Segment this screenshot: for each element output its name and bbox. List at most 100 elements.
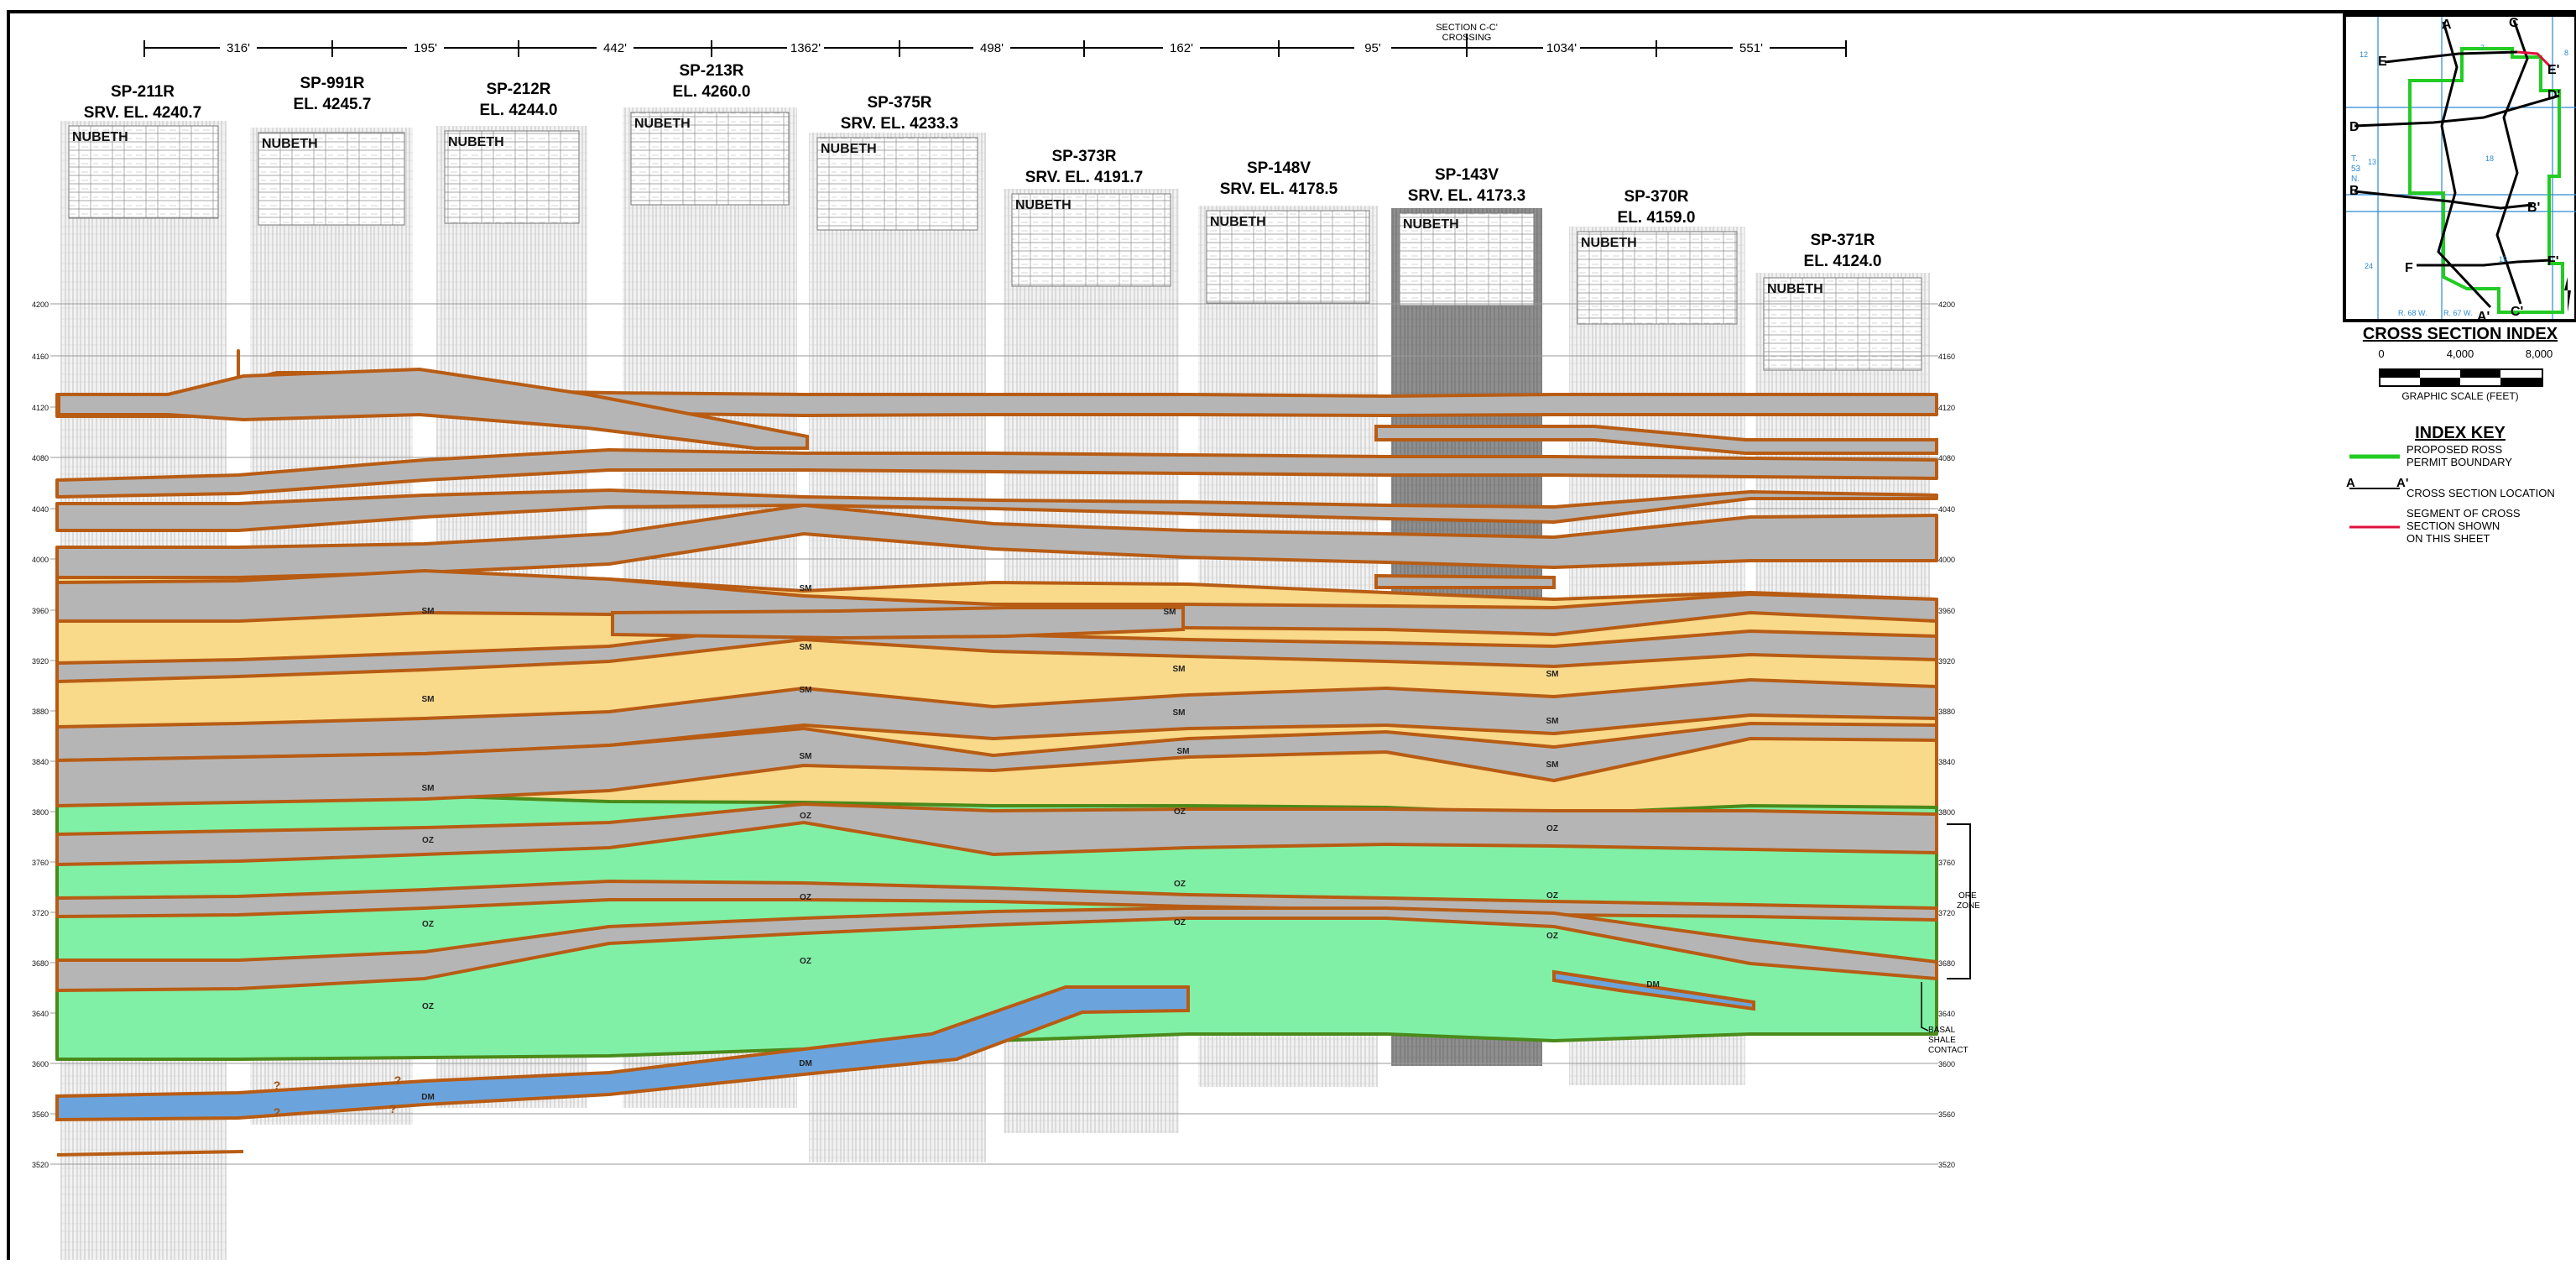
unit-label-dm: DM: [1646, 980, 1660, 990]
distance-label-bg: [787, 41, 824, 55]
elevation-label-right: 3680: [1938, 959, 1955, 968]
elevation-label-left: 3840: [32, 758, 49, 766]
elevation-label-left: 3880: [32, 708, 49, 716]
unit-label-oz: OZ: [1174, 880, 1186, 889]
distance-label: 95': [1364, 41, 1381, 55]
unknown-mark: ?: [394, 1073, 402, 1087]
well-elevation: SRV. EL. 4173.3: [1408, 187, 1526, 205]
log-header-sheet: [1763, 277, 1922, 371]
shale-band: [55, 448, 1938, 499]
elevation-label-left: 4000: [32, 556, 49, 564]
basal-shale-contact-label: SHALE: [1928, 1036, 1956, 1045]
section-number: 18: [2485, 154, 2494, 163]
unit-label-sm: SM: [1173, 708, 1186, 718]
elevation-label-right: 4080: [1938, 454, 1955, 462]
well-elevation: EL. 4260.0: [673, 83, 751, 101]
elevation-label-right: 3880: [1938, 708, 1955, 716]
elevation-label-left: 3920: [32, 657, 49, 666]
well-name: SP-212R: [486, 81, 550, 98]
township-label: N.: [2351, 175, 2360, 184]
section-number: 12: [2360, 50, 2368, 59]
section-number: 8: [2564, 49, 2568, 57]
log-header-sheet: [1206, 210, 1370, 304]
scale-tick-label: 0: [2378, 347, 2384, 360]
basal-shale-contact-label: BASAL: [1928, 1026, 1956, 1035]
log-header-text: NUBETH: [1581, 236, 1637, 250]
distance-label: 1034': [1546, 41, 1577, 55]
distance-label-bg: [1733, 41, 1770, 55]
unit-label-oz: OZ: [800, 957, 811, 966]
well-name: SP-375R: [867, 94, 931, 112]
log-header-text: NUBETH: [821, 142, 877, 156]
elevation-label-left: 3600: [32, 1060, 49, 1068]
well-elevation: SRV. EL. 4240.7: [84, 104, 202, 122]
shale-band: [55, 802, 1938, 866]
elevation-label-left: 3960: [32, 607, 49, 615]
section-letter: B: [2349, 184, 2360, 198]
well-elevation: EL. 4245.7: [294, 96, 372, 113]
elevation-label-left: 4040: [32, 505, 49, 514]
well-name: SP-371R: [1810, 232, 1875, 249]
log-header-text: NUBETH: [72, 130, 128, 144]
key-item-text: SECTION SHOWN: [2407, 520, 2500, 532]
scale-caption: GRAPHIC SCALE (FEET): [2401, 390, 2518, 402]
distance-label-bg: [973, 41, 1010, 55]
key-item-text: SEGMENT OF CROSS: [2407, 507, 2521, 520]
ore-zone-label: ORE: [1958, 891, 1977, 901]
graphic-scale-segment: [2500, 378, 2542, 386]
key-item-text: PERMIT BOUNDARY: [2407, 456, 2512, 468]
ore-zone-bracket: [1947, 823, 1971, 979]
well-elevation: EL. 4124.0: [1804, 253, 1882, 270]
key-item-text: ON THIS SHEET: [2407, 532, 2490, 545]
log-header-text: NUBETH: [262, 137, 318, 151]
elevation-label-right: 3760: [1938, 859, 1955, 867]
distance-label: 316': [227, 41, 250, 55]
unit-label-sm: SM: [800, 686, 812, 695]
well-name: SP-373R: [1051, 148, 1116, 165]
unit-label-oz: OZ: [1546, 891, 1558, 901]
section-number: 24: [2365, 262, 2373, 270]
elevation-label-right: 3520: [1938, 1161, 1955, 1169]
north-arrow-icon: [2564, 277, 2571, 312]
unit-label-sm: SM: [1164, 608, 1176, 617]
basal-contact-leader: [1921, 982, 1929, 1032]
sheet-border: [7, 10, 2576, 1260]
elevation-label-right: 4120: [1938, 404, 1955, 412]
elevation-label-left: 3520: [32, 1161, 49, 1169]
crossing-label: SECTION C-C': [1436, 23, 1498, 33]
oz-ore-fill-zone: [55, 794, 1938, 1061]
elevation-label-left: 4120: [32, 404, 49, 412]
elevation-label-right: 3640: [1938, 1010, 1955, 1018]
cross-section-index-map: A C E E' D D' B B' F F' A' C' T.53N. R. 68 W. R. 67 W.…: [2343, 13, 2576, 545]
key-letter-a-prime: A': [2396, 476, 2408, 490]
unit-label-sm: SM: [800, 752, 812, 761]
section-line-a: [2437, 21, 2492, 309]
distance-label-bg: [597, 41, 634, 55]
well-elevation: SRV. EL. 4191.7: [1025, 169, 1144, 186]
ross-permit-boundary: [2408, 47, 2564, 314]
range-label: R. 67 W.: [2443, 309, 2473, 317]
unit-label-sm: SM: [800, 584, 812, 593]
shale-band: [55, 569, 1938, 636]
shale-lens: [1374, 573, 1556, 589]
elevation-label-right: 4200: [1938, 300, 1955, 309]
well-name: SP-991R: [300, 75, 364, 92]
section-line-e: [2384, 50, 2518, 64]
distance-label: 162': [1170, 41, 1193, 55]
well-elevation: SRV. EL. 4178.5: [1220, 180, 1338, 198]
log-header-text: NUBETH: [1403, 217, 1459, 232]
distance-label-bg: [1354, 41, 1391, 55]
shale-lens: [611, 606, 1185, 640]
unit-label-oz: OZ: [422, 1002, 434, 1011]
unit-label-sm: SM: [1546, 717, 1559, 726]
shale-band: [57, 367, 809, 450]
elevation-label-left: 4160: [32, 353, 49, 361]
section-letter: E': [2547, 63, 2559, 77]
unit-label-oz: OZ: [800, 893, 811, 902]
basal-shale-contact-label: CONTACT: [1928, 1046, 1969, 1055]
distance-label: 1362': [790, 41, 821, 55]
section-letter: F: [2405, 261, 2413, 275]
section-letter: A': [2477, 310, 2490, 324]
section-letter: D: [2349, 120, 2360, 134]
